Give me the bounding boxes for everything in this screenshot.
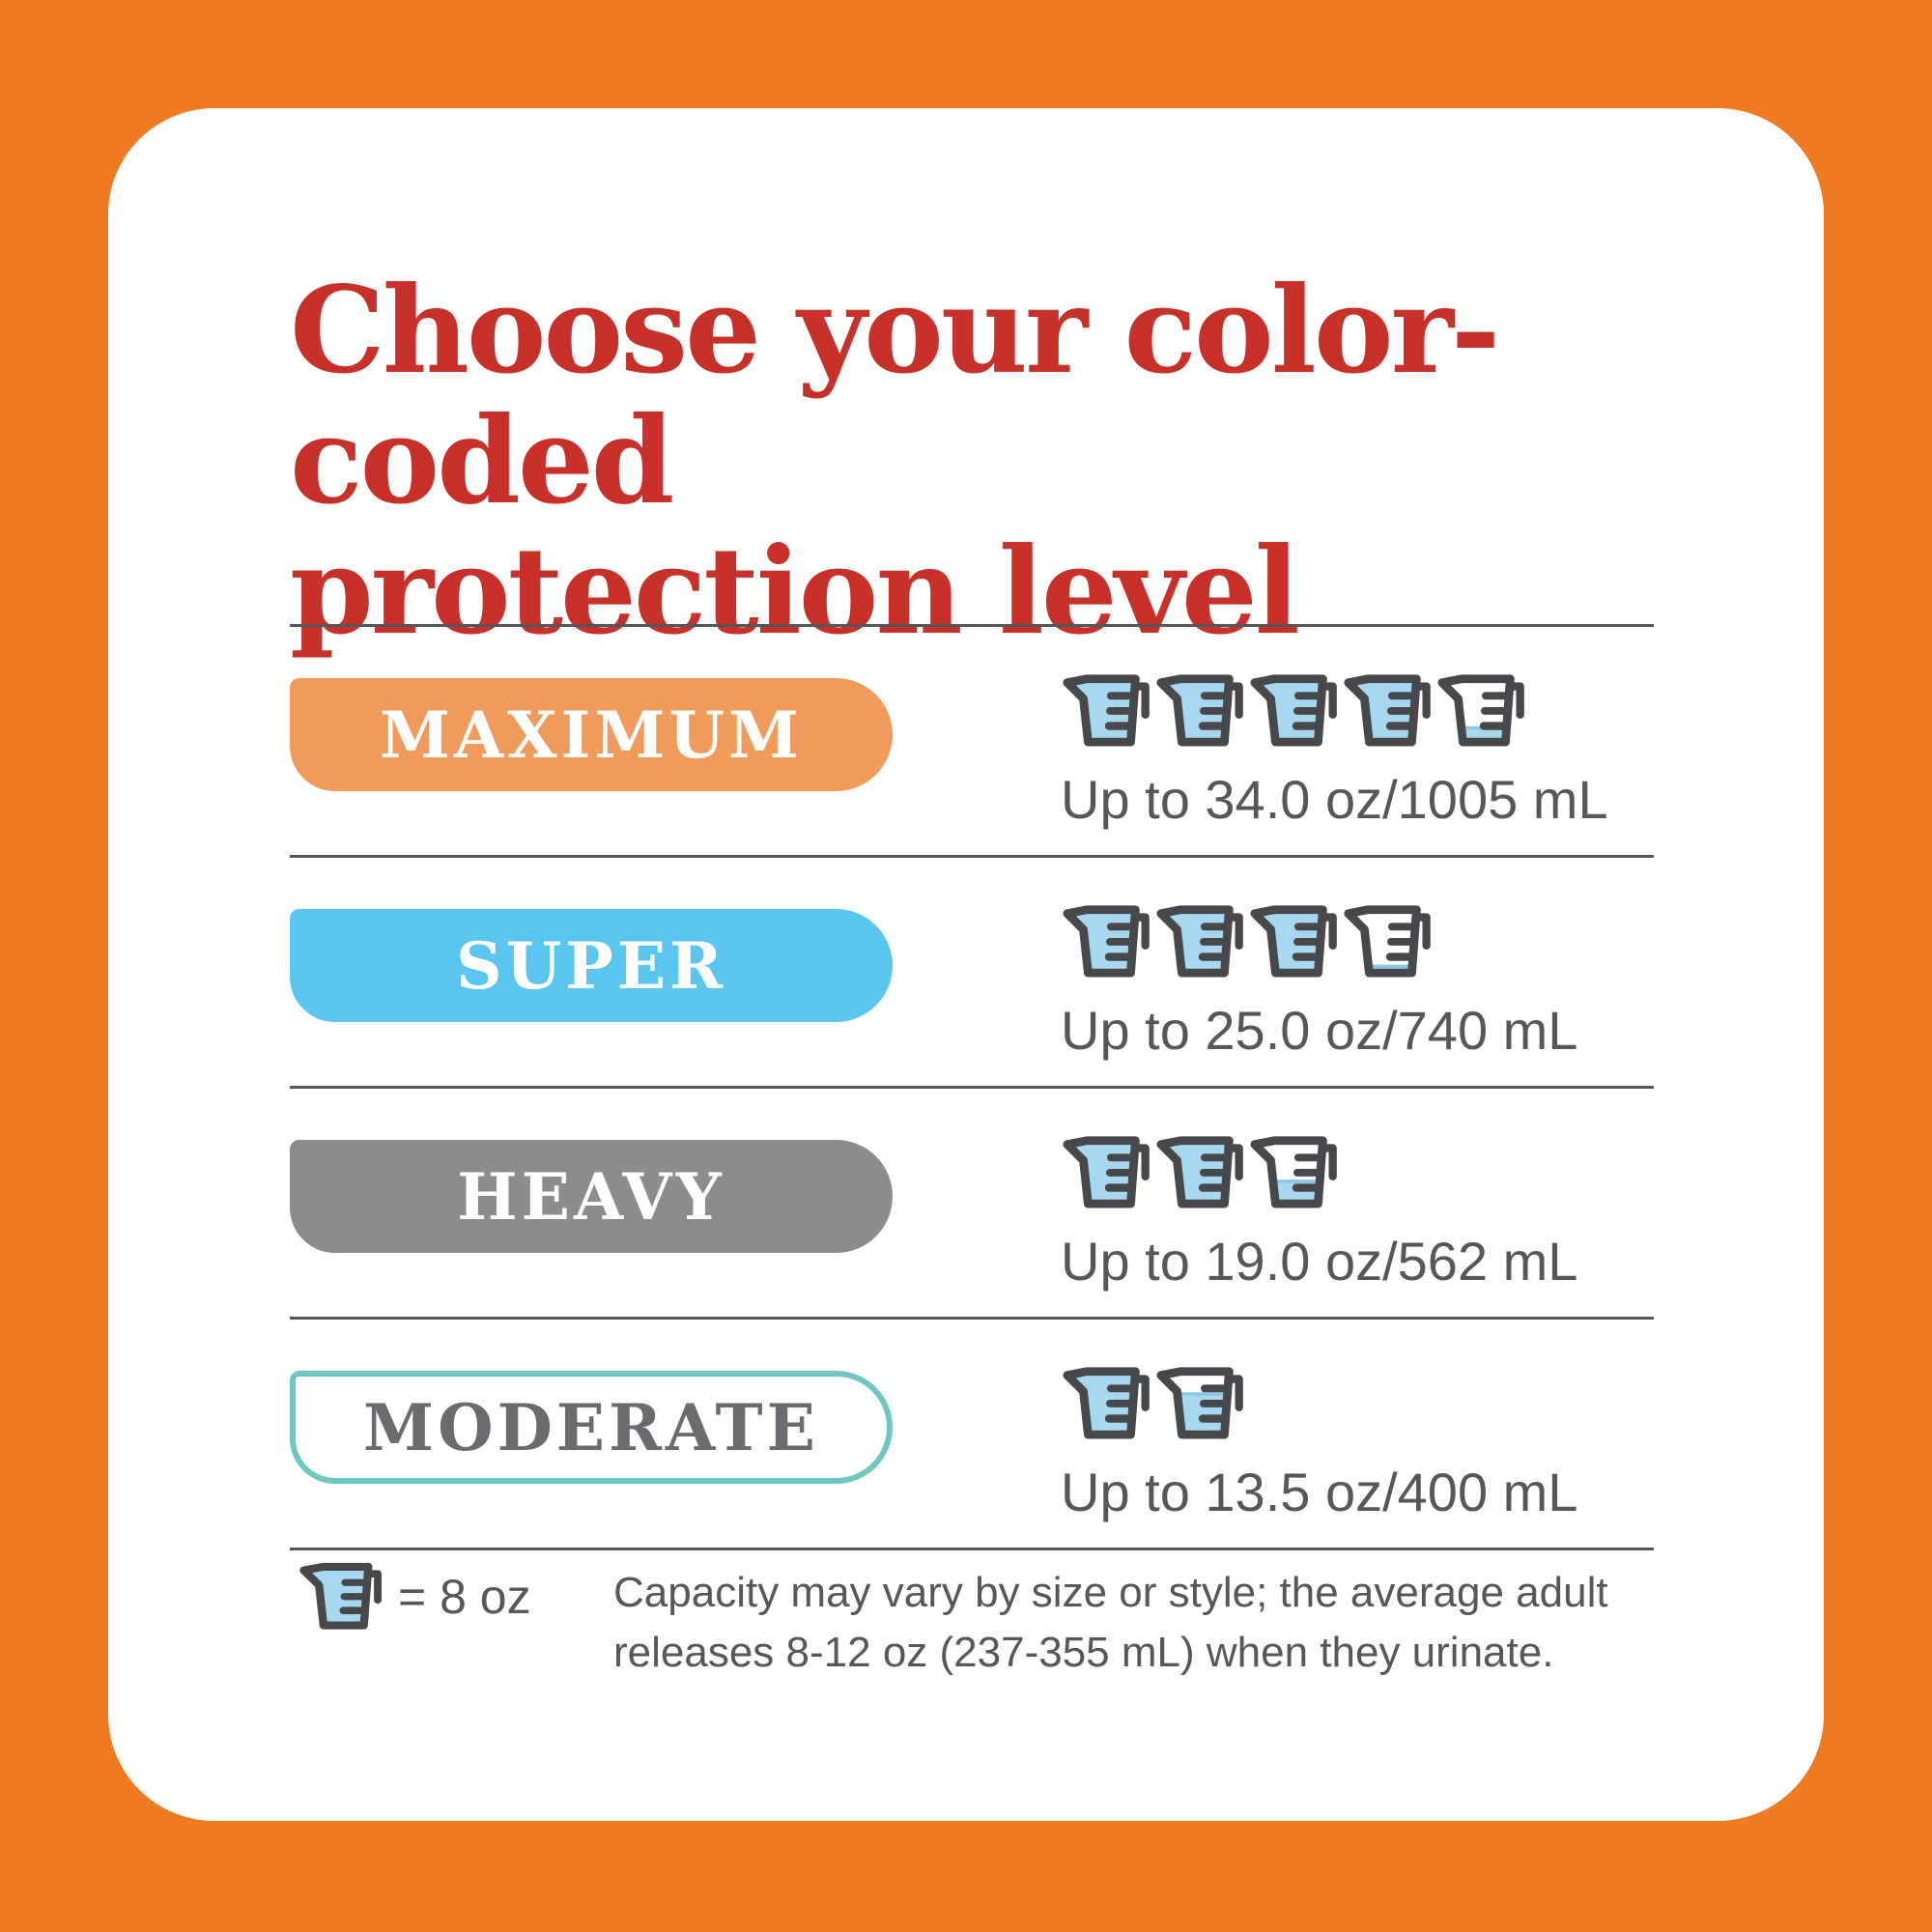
- legend-note: Capacity may vary by size or style; the …: [613, 1563, 1666, 1684]
- moderate-capacity-label: Up to 13.5 oz/400 mL: [1061, 1462, 1578, 1522]
- protection-row-heavy: HEAVY Up to 19.0 oz/562 mL: [290, 1086, 1654, 1317]
- measuring-cup-icon: [1344, 905, 1431, 978]
- maximum-cup-icons: [1061, 668, 1527, 748]
- moderate-pill: MODERATE: [290, 1371, 893, 1484]
- measuring-cup-icon: [1250, 674, 1337, 747]
- page-title: Choose your color-coded protection level: [290, 266, 1824, 658]
- super-pill: SUPER: [290, 909, 893, 1022]
- page-title-line1: Choose your color-coded: [290, 261, 1500, 532]
- moderate-cup-icons: [1061, 1361, 1246, 1440]
- measuring-cup-icon: [1063, 1367, 1150, 1439]
- heavy-cup-icons: [1061, 1130, 1340, 1209]
- measuring-cup-icon: [1250, 905, 1337, 978]
- measuring-cup-icon: [1063, 674, 1150, 747]
- measuring-cup-icon: [1063, 1136, 1150, 1208]
- legend-note-line1: Capacity may vary by size or style; the …: [613, 1569, 1608, 1616]
- measuring-cup-icon: [1156, 905, 1243, 978]
- protection-row-maximum: MAXIMUM Up to 34.0 oz/1005 mL: [290, 624, 1654, 855]
- super-cup-icons: [1061, 899, 1434, 979]
- measuring-cup-icon: [1063, 905, 1150, 978]
- measuring-cup-icon: [1437, 674, 1524, 747]
- protection-levels-table: MAXIMUM Up to 34.0 oz/1005 mL SUPER Up to 2…: [290, 624, 1654, 1550]
- protection-row-moderate: MODERATE Up to 13.5 oz/400 mL: [290, 1317, 1654, 1548]
- legend-equals-label: = 8 oz: [398, 1570, 531, 1624]
- measuring-cup-icon: [1344, 674, 1431, 747]
- content-card: Choose your color-coded protection level …: [108, 108, 1824, 1821]
- page-title-line2: protection level: [290, 522, 1300, 663]
- heavy-pill: HEAVY: [290, 1140, 893, 1253]
- super-capacity-label: Up to 25.0 oz/740 mL: [1061, 1000, 1578, 1061]
- measuring-cup-icon: [299, 1562, 382, 1630]
- protection-row-super: SUPER Up to 25.0 oz/740 mL: [290, 855, 1654, 1086]
- measuring-cup-icon: [1250, 1136, 1337, 1208]
- measuring-cup-icon: [1156, 1136, 1243, 1208]
- heavy-capacity-label: Up to 19.0 oz/562 mL: [1061, 1231, 1578, 1292]
- maximum-capacity-label: Up to 34.0 oz/1005 mL: [1061, 769, 1608, 830]
- legend-cup-icon: [298, 1557, 384, 1635]
- maximum-pill: MAXIMUM: [290, 678, 893, 791]
- measuring-cup-icon: [1156, 674, 1243, 747]
- legend-note-line2: releases 8-12 oz (237-355 mL) when they …: [613, 1629, 1554, 1677]
- measuring-cup-icon: [1156, 1367, 1243, 1439]
